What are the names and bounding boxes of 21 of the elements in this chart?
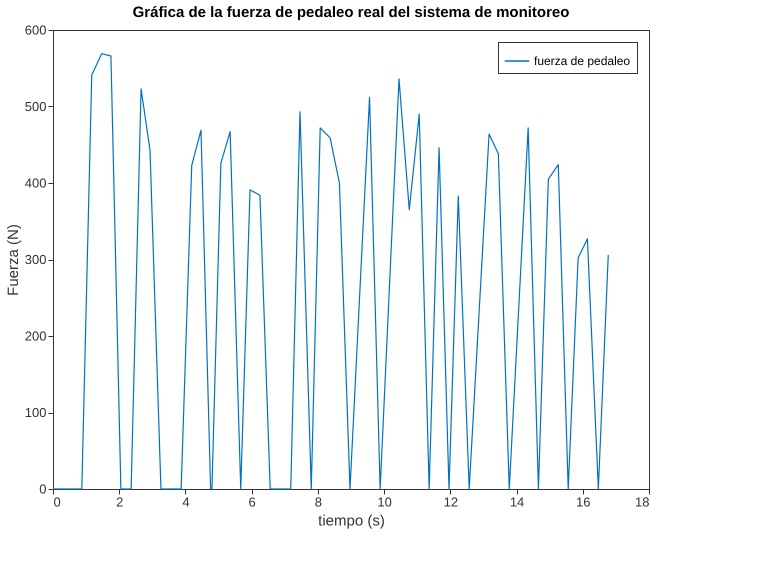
x-tick-label: 2 xyxy=(116,494,124,510)
chart-title: Gráfica de la fuerza de pedaleo real del sistema de monitoreo xyxy=(132,4,570,21)
y-tick-label: 0 xyxy=(39,482,46,496)
y-tick-label: 100 xyxy=(24,405,46,420)
y-tick-label: 300 xyxy=(24,252,46,267)
x-tick-label: 4 xyxy=(182,494,190,510)
x-tick-label: 16 xyxy=(576,494,591,510)
y-tick-label: 200 xyxy=(24,328,46,344)
x-axis-title: tiempo (s) xyxy=(318,512,385,530)
x-tick-label: 18 xyxy=(635,494,650,510)
y-tick-label: 400 xyxy=(24,176,46,190)
x-tick-label: 0 xyxy=(54,494,61,510)
x-tick-label: 12 xyxy=(444,494,458,510)
x-tick-label: 10 xyxy=(377,494,392,510)
y-tick-label: 600 xyxy=(24,22,46,38)
x-tick-label: 14 xyxy=(510,494,524,510)
legend-label: fuerza de pedaleo xyxy=(534,54,630,68)
y-tick-label: 500 xyxy=(24,99,46,114)
y-axis-title: Fuerza (N) xyxy=(4,224,22,296)
x-tick-label: 6 xyxy=(248,494,256,510)
x-tick-label: 8 xyxy=(314,494,322,510)
